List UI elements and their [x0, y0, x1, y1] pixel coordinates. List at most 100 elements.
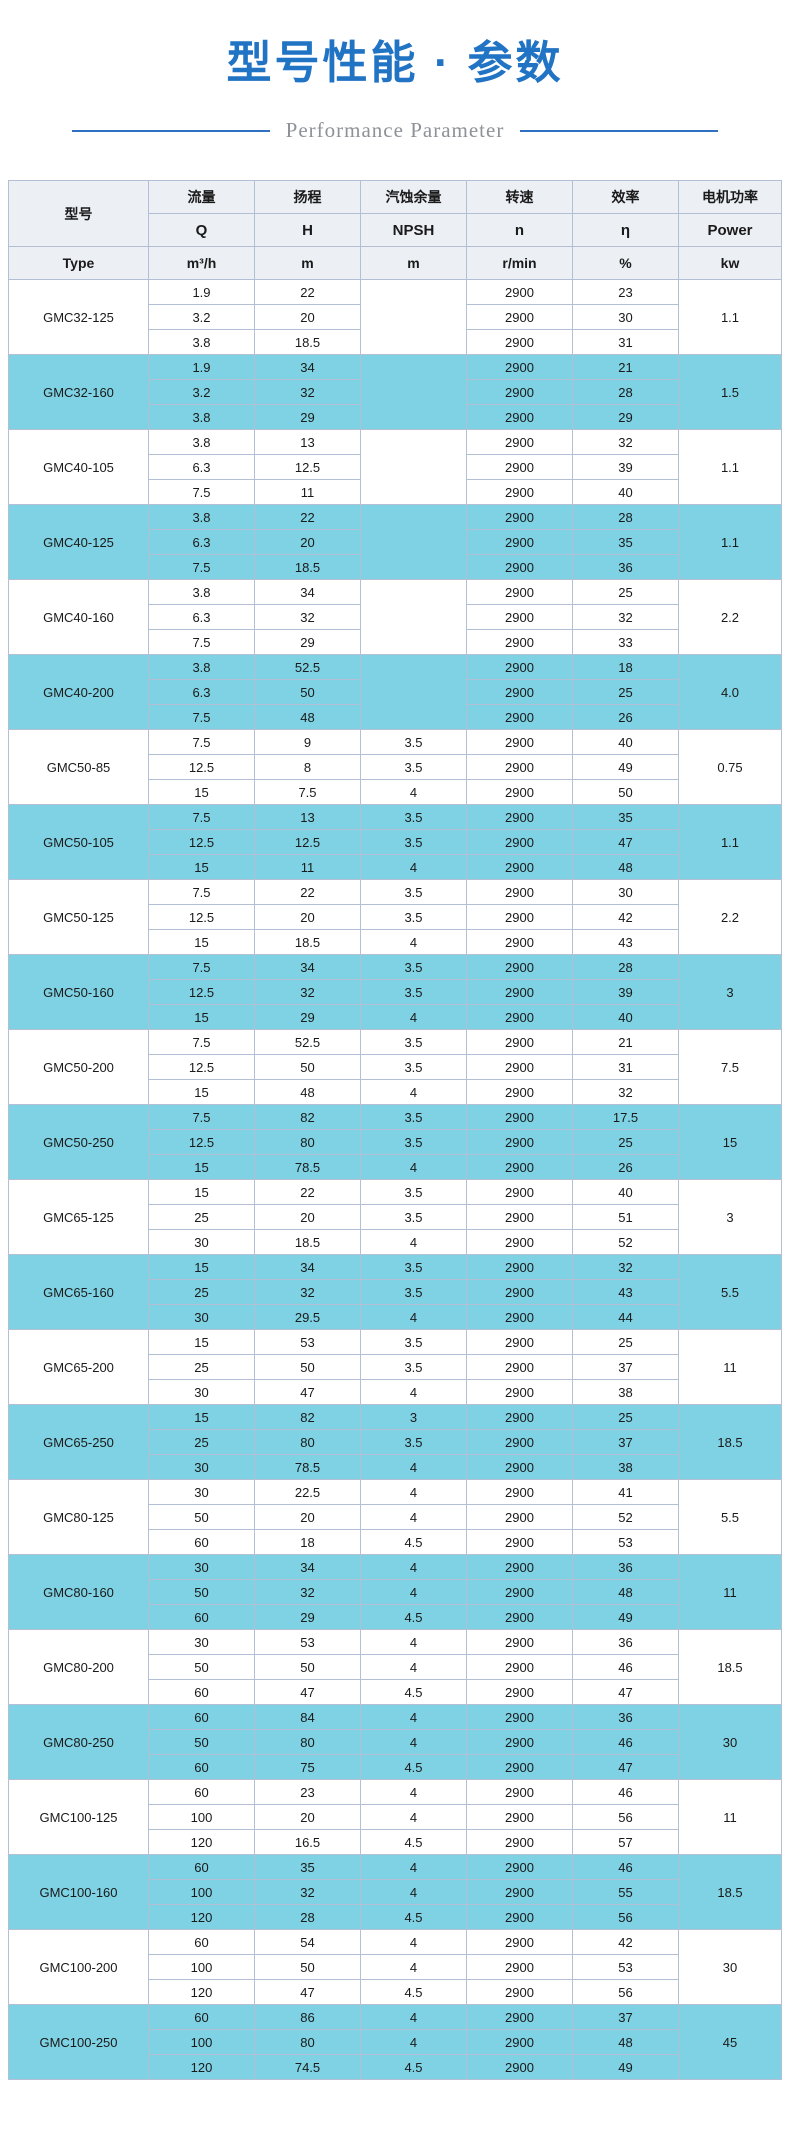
header-flow-unit: m³/h — [148, 246, 255, 280]
cell-power: 18.5 — [678, 1404, 782, 1480]
cell-head: 29 — [254, 629, 361, 655]
cell-npsh: 3.5 — [360, 729, 467, 755]
cell-efficiency: 48 — [572, 2029, 679, 2055]
cell-efficiency: 38 — [572, 1454, 679, 1480]
cell-speed: 2900 — [466, 904, 573, 930]
cell-head: 13 — [254, 429, 361, 455]
cell-flow: 60 — [148, 1779, 255, 1805]
cell-power: 3 — [678, 954, 782, 1030]
cell-speed: 2900 — [466, 579, 573, 605]
cell-head: 7.5 — [254, 779, 361, 805]
cell-speed: 2900 — [466, 1904, 573, 1930]
cell-speed: 2900 — [466, 1879, 573, 1905]
cell-head: 28 — [254, 1904, 361, 1930]
cell-efficiency: 40 — [572, 729, 679, 755]
cell-speed: 2900 — [466, 979, 573, 1005]
table-row: 6.3 12.5 2900 39 — [9, 454, 782, 480]
cell-head: 34 — [254, 1254, 361, 1280]
table-row: GMC50-125 7.5 22 3.5 2900 30 2.2 — [8, 879, 782, 955]
cell-model: GMC32-125 — [8, 279, 149, 355]
cell-speed: 2900 — [466, 1954, 573, 1980]
table-row: GMC100-200 60 54 4 2900 42 30 — [8, 1929, 782, 2005]
table-row: GMC65-125 15 22 3.5 2900 40 3 — [8, 1179, 782, 1255]
cell-efficiency: 36 — [572, 1554, 679, 1580]
cell-speed: 2900 — [466, 1504, 573, 1530]
cell-model: GMC100-160 — [8, 1854, 149, 1930]
cell-flow: 50 — [148, 1729, 255, 1755]
cell-flow: 15 — [148, 1329, 255, 1355]
cell-speed: 2900 — [466, 679, 573, 705]
table-row: GMC100-250 60 86 4 2900 37 45 — [8, 2004, 782, 2080]
cell-model: GMC40-200 — [8, 654, 149, 730]
cell-speed: 2900 — [466, 1054, 573, 1080]
cell-efficiency: 43 — [572, 929, 679, 955]
table-row: GMC50-85 7.5 9 3.5 2900 40 0.75 — [8, 729, 782, 805]
cell-speed: 2900 — [466, 879, 573, 905]
cell-power: 3 — [678, 1179, 782, 1255]
table-row: GMC40-105 3.8 13 2900 32 1.1 — [8, 429, 782, 505]
cell-speed: 2900 — [466, 1329, 573, 1355]
cell-head: 50 — [254, 1954, 361, 1980]
table-row: GMC100-160 60 35 4 2900 46 18.5 — [8, 1854, 782, 1930]
cell-speed: 2900 — [466, 1929, 573, 1955]
cell-npsh: 4.5 — [360, 1679, 467, 1705]
cell-efficiency: 51 — [572, 1204, 679, 1230]
cell-head: 32 — [254, 979, 361, 1005]
cell-head: 35 — [254, 1854, 361, 1880]
cell-efficiency: 23 — [572, 279, 679, 305]
cell-flow: 60 — [148, 1929, 255, 1955]
cell-speed: 2900 — [466, 1354, 573, 1380]
cell-head: 12.5 — [254, 829, 361, 855]
table-row: 60 29 4.5 2900 49 — [9, 1604, 782, 1630]
cell-speed: 2900 — [466, 1129, 573, 1155]
cell-flow: 25 — [148, 1354, 255, 1380]
cell-head: 18.5 — [254, 329, 361, 355]
header-model-en: Type — [8, 246, 149, 280]
cell-flow: 3.8 — [148, 654, 255, 680]
cell-power: 1.5 — [678, 354, 782, 430]
cell-npsh — [360, 654, 467, 730]
cell-efficiency: 21 — [572, 354, 679, 380]
cell-speed: 2900 — [466, 1804, 573, 1830]
cell-efficiency: 26 — [572, 1154, 679, 1180]
cell-efficiency: 52 — [572, 1504, 679, 1530]
cell-efficiency: 25 — [572, 1404, 679, 1430]
table-row: 3.2 20 2900 30 — [9, 304, 782, 330]
cell-npsh: 4.5 — [360, 1604, 467, 1630]
cell-flow: 12.5 — [148, 1129, 255, 1155]
cell-efficiency: 30 — [572, 304, 679, 330]
cell-npsh: 3.5 — [360, 1129, 467, 1155]
cell-head: 82 — [254, 1404, 361, 1430]
cell-head: 80 — [254, 1729, 361, 1755]
cell-flow: 30 — [148, 1304, 255, 1330]
table-row: GMC50-200 7.5 52.5 3.5 2900 21 7.5 — [8, 1029, 782, 1105]
cell-power: 11 — [678, 1554, 782, 1630]
cell-model: GMC50-200 — [8, 1029, 149, 1105]
cell-power: 1.1 — [678, 504, 782, 580]
cell-efficiency: 43 — [572, 1279, 679, 1305]
cell-efficiency: 35 — [572, 804, 679, 830]
table-body: GMC32-125 1.9 22 2900 23 1.1 3.2 20 2900 30 3.8 18.… — [8, 279, 782, 2080]
cell-speed: 2900 — [466, 1679, 573, 1705]
cell-efficiency: 52 — [572, 1229, 679, 1255]
cell-model: GMC65-125 — [8, 1179, 149, 1255]
cell-flow: 12.5 — [148, 829, 255, 855]
cell-speed: 2900 — [466, 854, 573, 880]
cell-efficiency: 26 — [572, 704, 679, 730]
cell-efficiency: 38 — [572, 1379, 679, 1405]
cell-npsh: 4 — [360, 2029, 467, 2055]
cell-efficiency: 56 — [572, 1804, 679, 1830]
cell-flow: 15 — [148, 1404, 255, 1430]
page-subtitle: Performance Parameter — [285, 118, 505, 142]
page: 型号性能 · 参数 Performance Parameter 型号 流量 扬程… — [8, 37, 782, 2080]
header-power-unit: kw — [678, 246, 782, 280]
cell-head: 34 — [254, 354, 361, 380]
cell-flow: 60 — [148, 1704, 255, 1730]
cell-speed: 2900 — [466, 1654, 573, 1680]
cell-npsh: 4 — [360, 1804, 467, 1830]
cell-head: 74.5 — [254, 2054, 361, 2080]
table-row: 50 80 4 2900 46 — [9, 1729, 782, 1755]
cell-efficiency: 46 — [572, 1729, 679, 1755]
cell-speed: 2900 — [466, 654, 573, 680]
cell-speed: 2900 — [466, 1229, 573, 1255]
